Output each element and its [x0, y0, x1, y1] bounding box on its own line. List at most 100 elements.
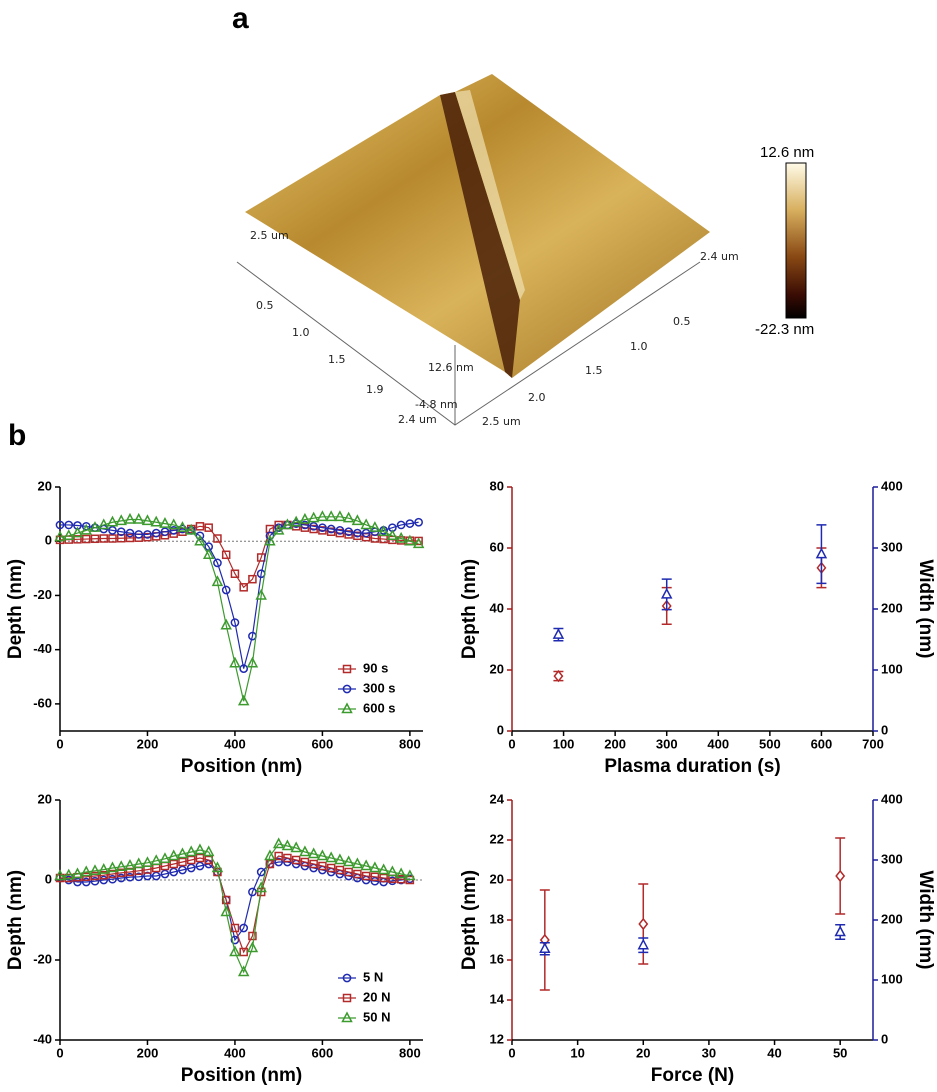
marker — [815, 547, 828, 559]
y-tick-label: 20 — [490, 871, 504, 886]
marker — [396, 520, 406, 530]
marker — [344, 867, 353, 877]
x-tick-label: 100 — [553, 736, 575, 751]
marker — [326, 527, 336, 536]
marker — [54, 530, 66, 542]
y-tick-label: 20 — [38, 478, 52, 493]
marker — [239, 923, 249, 933]
marker — [265, 859, 275, 869]
surface-axis-label: 1.9 — [366, 383, 384, 396]
marker — [335, 528, 345, 538]
x-tick-label: 400 — [224, 1045, 246, 1060]
marker — [221, 550, 231, 560]
y-tick-label: -60 — [33, 695, 52, 710]
marker — [134, 530, 144, 539]
marker — [316, 510, 329, 522]
marker — [660, 587, 673, 599]
marker — [176, 847, 189, 859]
marker — [89, 521, 101, 532]
marker — [116, 873, 126, 883]
marker — [125, 872, 135, 882]
marker — [835, 869, 846, 883]
marker — [264, 849, 276, 861]
marker — [151, 528, 161, 538]
y-tick-label: -40 — [33, 1031, 52, 1046]
series-line — [60, 521, 419, 669]
marker — [344, 527, 354, 537]
marker — [108, 874, 117, 884]
legend-marker — [341, 1011, 353, 1023]
marker — [395, 531, 407, 543]
x-tick-label: 0 — [56, 1045, 63, 1060]
marker — [638, 917, 649, 931]
marker — [369, 521, 381, 532]
y-tick-label: 24 — [490, 791, 505, 806]
marker — [274, 857, 284, 867]
marker — [97, 862, 110, 874]
x-tick-label: 200 — [137, 736, 159, 751]
x-tick-label: 600 — [312, 736, 334, 751]
marker — [116, 527, 126, 537]
marker — [246, 941, 259, 953]
x-tick-label: 200 — [604, 736, 626, 751]
y-tick-label: 0 — [45, 533, 52, 548]
marker — [318, 523, 327, 533]
colorbar-max: 12.6 nm — [760, 144, 814, 161]
marker — [351, 857, 364, 869]
marker — [159, 852, 171, 864]
marker — [309, 859, 318, 869]
marker — [124, 512, 136, 524]
marker — [405, 519, 415, 528]
marker — [318, 861, 327, 871]
marker — [307, 511, 320, 523]
marker — [80, 865, 92, 877]
marker — [229, 945, 241, 957]
marker — [106, 515, 119, 527]
x-tick-label: 0 — [508, 1045, 515, 1060]
marker — [300, 523, 310, 532]
y2-tick-label: 400 — [881, 791, 903, 806]
legend-label: 300 s — [363, 680, 396, 695]
marker — [178, 865, 187, 875]
x-tick-label: 800 — [399, 1045, 421, 1060]
marker — [248, 574, 257, 584]
marker — [318, 526, 327, 535]
marker — [414, 517, 423, 527]
marker — [248, 931, 257, 941]
marker — [360, 518, 372, 530]
x-tick-label: 700 — [862, 736, 884, 751]
marker — [377, 525, 390, 536]
marker — [160, 527, 170, 537]
y2-tick-label: 100 — [881, 971, 903, 986]
marker — [386, 529, 399, 541]
marker — [176, 521, 189, 532]
marker — [291, 855, 301, 865]
marker — [132, 512, 145, 524]
marker — [272, 837, 285, 849]
y2-tick-label: 0 — [881, 1031, 888, 1046]
y-axis-label: Depth (nm) — [5, 559, 26, 659]
x-tick-label: 50 — [833, 1045, 847, 1060]
x-tick-label: 0 — [508, 736, 515, 751]
legend-label: 5 N — [363, 969, 383, 984]
marker — [202, 548, 215, 560]
marker — [220, 618, 232, 630]
marker — [283, 853, 292, 863]
marker — [204, 523, 213, 532]
y2-tick-label: 300 — [881, 539, 903, 554]
panel-label: b — [8, 419, 26, 452]
marker — [353, 528, 362, 538]
marker — [169, 859, 178, 869]
y-tick-label: 22 — [490, 831, 504, 846]
marker — [108, 869, 117, 879]
marker — [335, 865, 345, 875]
marker — [54, 869, 66, 881]
marker — [125, 533, 135, 543]
marker — [256, 867, 266, 877]
y2-tick-label: 300 — [881, 851, 903, 866]
x-axis-label: Plasma duration (s) — [604, 756, 780, 777]
marker — [115, 860, 127, 872]
marker — [211, 861, 224, 873]
surface-axis-label: 0.5 — [673, 315, 691, 328]
